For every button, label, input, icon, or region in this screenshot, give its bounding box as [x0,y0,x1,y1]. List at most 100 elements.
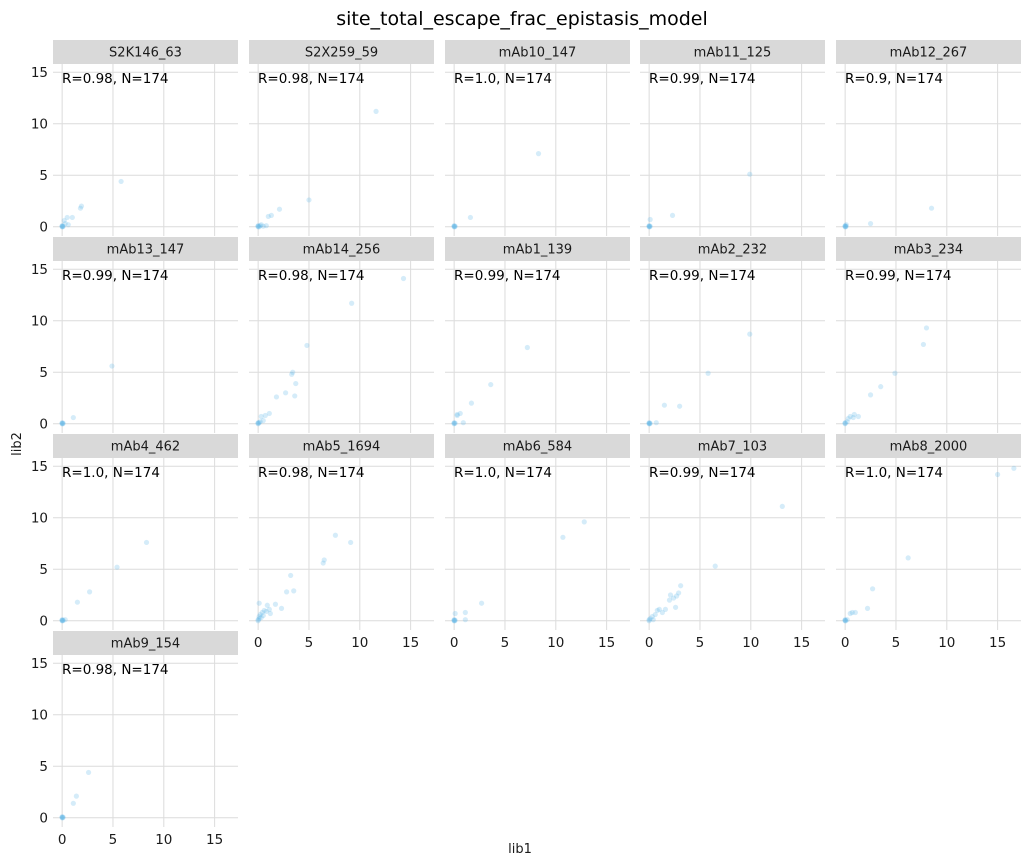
data-point [656,606,662,613]
data-point [659,609,665,616]
data-point [524,344,530,351]
data-point [278,605,285,611]
data-point [86,589,93,595]
data-point [667,592,674,598]
data-point [842,617,848,623]
facet-strip-label: mAb3_234 [894,243,963,258]
y-axis-label: lib2 [10,432,25,456]
facet-panel: mAb3_234 R=0.99, N=174 [836,237,1021,433]
data-point [70,414,76,421]
data-point [259,609,265,616]
facet-strip [445,237,630,261]
data-point [653,420,659,426]
facet-panel: mAb14_256 R=0.98, N=174 [249,237,434,433]
data-point [867,392,874,398]
data-point [373,108,379,114]
data-point [64,214,70,221]
data-point [451,617,457,623]
data-point [842,618,848,624]
data-point [288,572,294,579]
facet-strip-label: mAb7_103 [698,440,767,455]
data-point [265,213,271,220]
data-point [451,224,457,230]
data-point [647,421,653,427]
data-point [646,223,652,229]
data-point [652,611,658,618]
data-point [258,413,264,420]
data-point [60,815,66,821]
x-tick-label: 0 [58,832,67,848]
facet-strip-label: mAb13_147 [107,243,185,258]
x-tick-label: 15 [598,635,615,651]
data-point [847,610,853,617]
correlation-annotation: R=0.99, N=174 [649,71,756,87]
facet-strip [836,40,1021,64]
data-point [451,617,457,623]
data-point [855,413,861,420]
x-tick-label: 10 [938,635,955,651]
y-tick-label: 10 [31,314,48,330]
y-tick-label: 10 [31,708,48,724]
data-point [654,607,660,614]
data-point [255,420,261,426]
data-point [451,420,457,426]
facet-strip [640,434,825,458]
data-point [60,421,66,427]
facet-panel: mAb6_584 R=1.0, N=174 0 5 10 15 [445,434,630,651]
x-tick-label: 10 [547,635,564,651]
y-tick-label: 5 [39,168,48,184]
facet-panel: S2X259_59 R=0.98, N=174 [249,40,434,236]
data-point [60,420,66,426]
data-point [842,224,848,230]
x-tick-label: 5 [501,635,510,651]
data-point [535,151,542,157]
correlation-annotation: R=1.0, N=174 [62,465,160,481]
data-point [255,421,261,427]
facet-strip [53,434,238,458]
data-point [255,617,261,623]
facet-strip [836,434,1021,458]
facet-strip-label: mAb11_125 [694,46,772,61]
data-point [843,618,849,624]
data-point [844,419,850,425]
data-point [452,617,458,623]
data-point [845,415,851,422]
data-point [60,224,66,230]
data-point [878,384,884,390]
y-tick-label: 0 [39,614,48,630]
data-point [257,611,263,618]
data-point [60,618,66,624]
data-point [468,400,475,406]
facet-panel: S2K146_63 R=0.98, N=174 0 5 10 15 [31,40,238,236]
data-point [266,410,272,417]
data-point [59,814,65,820]
data-point [457,410,463,417]
facet-strip-label: mAb9_154 [111,637,180,652]
data-point [560,534,566,540]
data-point [255,618,261,624]
data-point [255,224,261,230]
correlation-annotation: R=0.98, N=174 [258,268,365,284]
data-point [262,412,268,419]
data-point [65,222,71,228]
correlation-annotation: R=0.98, N=174 [62,662,169,678]
data-point [452,618,458,624]
x-tick-label: 10 [351,635,368,651]
facet-panel: mAb11_125 R=0.99, N=174 [640,40,825,236]
data-point [454,411,460,418]
y-tick-label: 15 [31,262,48,278]
data-point [349,300,355,306]
x-tick-label: 10 [155,832,172,848]
facet-panels: S2K146_63 R=0.98, N=174 0 5 10 15 S2X259_59 R=0… [31,40,1021,848]
facet-panel: mAb5_1694 R=0.98, N=174 0 5 10 15 [249,434,434,651]
data-point [268,212,274,219]
data-point [282,390,289,396]
data-point [646,420,652,426]
data-point [59,223,65,229]
data-point [263,608,269,615]
data-point [661,402,667,408]
data-point [995,471,1001,478]
facet-strip [249,40,434,64]
data-point [670,595,677,601]
data-point [451,223,457,229]
